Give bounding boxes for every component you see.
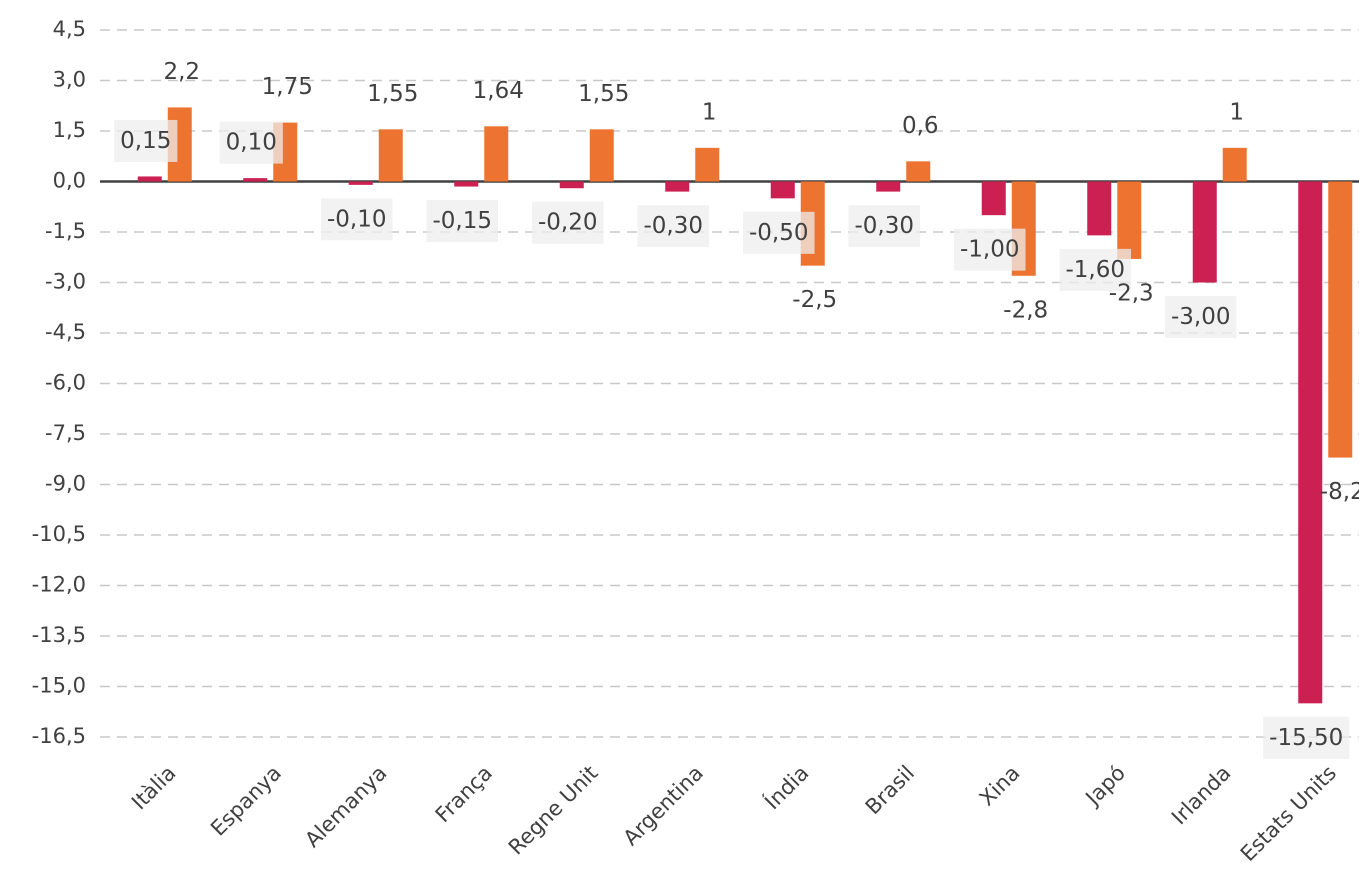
bar [981,181,1006,216]
bar [1087,181,1112,236]
data-label: -2,3 [1109,280,1154,306]
data-label: 1 [702,99,717,125]
bar [1328,181,1353,458]
x-tick-label: Índia [759,760,813,814]
bar [1298,181,1323,704]
x-tick-label: Brasil [861,761,919,819]
data-label: -15,50 [1269,725,1343,751]
data-label: -2,5 [792,287,837,313]
bar [906,161,931,182]
bar [1117,181,1142,259]
label-box [1263,716,1350,759]
label-box [637,205,710,248]
data-label: 1,75 [262,74,313,100]
y-tick-label: -12,0 [32,573,86,597]
label-box [953,228,1026,271]
data-label: 1,55 [367,81,418,107]
bar [770,181,795,199]
data-label: -0,10 [327,206,387,232]
y-tick-label: -7,5 [45,421,86,445]
x-tick-label: Argentina [619,761,708,850]
x-tick-label: Itàlia [127,761,181,815]
bar [454,181,479,187]
y-tick-label: -15,0 [32,674,86,698]
y-tick-label: -6,0 [45,371,86,395]
x-tick-label: Regne Unit [504,761,603,860]
bar [559,181,584,189]
data-label: 0,15 [120,128,171,154]
label-box [426,200,499,243]
y-tick-label: -3,0 [45,270,86,294]
bar [378,129,403,182]
x-tick-label: Xina [975,761,1025,811]
label-box [114,119,178,162]
x-tick-label: Japó [1080,761,1130,811]
data-label: -0,50 [749,220,809,246]
data-label: 1 [1229,99,1244,125]
x-tick-label: Irlanda [1167,761,1236,830]
data-label: 1,55 [578,81,629,107]
bar [876,181,901,192]
x-tick-label: Alemanya [300,761,391,852]
bar [1222,147,1247,182]
label-box [320,198,393,241]
y-tick-label: -16,5 [32,724,86,748]
bar [665,181,690,192]
data-label: -3,00 [1171,304,1231,330]
data-label: -2,8 [1003,297,1048,323]
y-tick-label: -10,5 [32,522,86,546]
y-tick-label: -4,5 [45,320,86,344]
data-label: -8,2 [1320,479,1359,505]
data-label: 0,6 [902,113,939,139]
y-tick-label: -1,5 [45,219,86,243]
data-label: -0,30 [854,213,914,239]
x-tick-label: Espanya [206,761,286,841]
y-tick-label: -9,0 [45,472,86,496]
label-box [219,121,283,164]
data-label: 2,2 [163,59,200,85]
bar [589,129,614,182]
data-label: 0,10 [226,130,277,156]
label-box [742,211,815,254]
data-label: 1,64 [473,78,524,104]
y-tick-label: 1,5 [53,118,86,142]
y-tick-label: 0,0 [53,169,86,193]
y-tick-label: -13,5 [32,623,86,647]
bar [1192,181,1217,283]
data-label: -1,00 [960,237,1020,263]
data-label: -0,30 [643,213,703,239]
bar [243,178,268,182]
bar [695,147,720,182]
bar [484,126,509,182]
label-box [1164,296,1237,338]
bar [348,181,373,185]
data-label: -0,20 [538,210,598,236]
data-label: -1,60 [1065,257,1125,283]
x-tick-label: França [431,761,497,827]
y-tick-label: 4,5 [53,17,86,41]
label-box [848,205,921,248]
x-tick-label: Estats Units [1236,761,1341,866]
data-label: -0,15 [432,208,492,234]
y-tick-label: 3,0 [53,68,86,92]
label-box [1059,248,1132,291]
label-box [531,201,604,244]
bar [137,176,162,182]
